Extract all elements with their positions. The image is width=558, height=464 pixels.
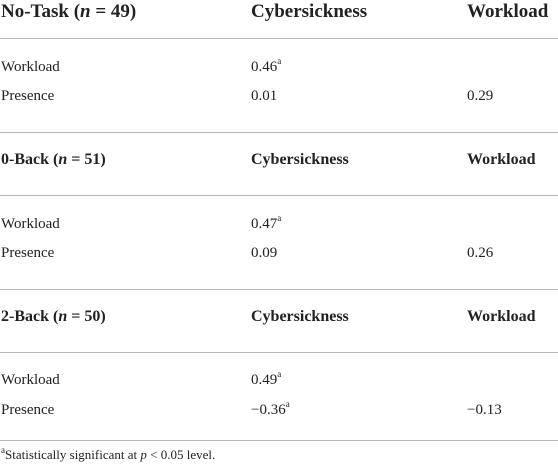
cybersickness-value: 0.47a <box>251 213 282 232</box>
column-header-workload: Workload <box>467 151 536 168</box>
cybersickness-value: 0.09 <box>251 245 278 261</box>
cybersickness-value: 0.01 <box>251 88 278 104</box>
divider <box>0 132 558 133</box>
significance-mark: a <box>277 56 282 66</box>
divider <box>0 289 558 290</box>
cybersickness-value: 0.49a <box>251 369 282 388</box>
column-header-workload: Workload <box>467 308 536 325</box>
workload-value: 0.26 <box>467 245 494 261</box>
section-header-2-back: 2-Back (n = 50) <box>1 308 106 325</box>
cybersickness-value: 0.46a <box>251 56 282 75</box>
row-label: Presence <box>1 245 55 261</box>
column-header-cybersickness: Cybersickness <box>251 1 368 22</box>
workload-value: 0.29 <box>467 88 494 104</box>
column-header-cybersickness: Cybersickness <box>251 151 349 168</box>
divider <box>0 352 558 353</box>
section-header-no-task: No-Task (n = 49) <box>1 1 137 22</box>
row-label: Workload <box>1 59 60 75</box>
column-header-workload: Workload <box>467 1 549 22</box>
row-label: Workload <box>1 216 60 232</box>
n-value: = 49) <box>90 1 137 22</box>
row-label: Workload <box>1 372 60 388</box>
n-symbol: n <box>80 1 91 22</box>
column-header-cybersickness: Cybersickness <box>251 308 349 325</box>
row-label: Presence <box>1 88 55 104</box>
divider <box>0 440 558 441</box>
row-label: Presence <box>1 402 55 418</box>
cybersickness-value: −0.36a <box>251 399 290 418</box>
footnote-mark: a <box>1 444 5 455</box>
divider <box>0 195 558 196</box>
divider <box>0 38 558 39</box>
workload-value: −0.13 <box>467 402 502 418</box>
section-header-0-back: 0-Back (n = 51) <box>1 151 106 168</box>
footnote: aStatistically significant at p < 0.05 l… <box>1 444 216 462</box>
group-name: No-Task <box>1 1 69 22</box>
